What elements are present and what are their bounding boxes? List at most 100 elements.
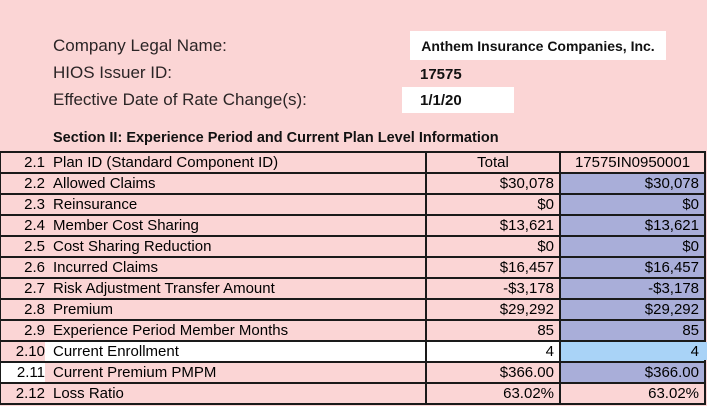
- row-number: 2.8: [2, 301, 45, 318]
- total-cell[interactable]: $16,457: [425, 256, 561, 279]
- row-number: 2.9: [2, 322, 45, 339]
- row-label-cell[interactable]: 2.12 Loss Ratio: [0, 382, 427, 405]
- table-row: 2.2 Allowed Claims $30,078 $30,078: [0, 172, 706, 195]
- plan-value: $366.00: [644, 364, 699, 381]
- company-legal-name-label: Company Legal Name:: [53, 36, 227, 55]
- total-value: -$3,178: [503, 280, 554, 297]
- row-label: Allowed Claims: [53, 175, 156, 192]
- plan-value: $30,078: [644, 175, 699, 192]
- row-label: Current Enrollment: [53, 343, 179, 360]
- row-label-cell[interactable]: 2.3 Reinsurance: [0, 193, 427, 216]
- company-legal-name-value[interactable]: Anthem Insurance Companies, Inc.: [410, 31, 666, 60]
- section-title: Section II: Experience Period and Curren…: [53, 130, 499, 146]
- total-value: $29,292: [499, 301, 554, 318]
- table-row: 2.5 Cost Sharing Reduction $0 $0: [0, 235, 706, 258]
- row-label: Current Premium PMPM: [53, 364, 217, 381]
- rate-table-body: 2.1 Plan ID (Standard Component ID) Tota…: [0, 151, 706, 405]
- total-cell[interactable]: $29,292: [425, 298, 561, 321]
- total-cell[interactable]: $30,078: [425, 172, 561, 195]
- total-value: 85: [537, 322, 554, 339]
- row-label-cell[interactable]: 2.7 Risk Adjustment Transfer Amount: [0, 277, 427, 300]
- plan-value: $13,621: [644, 217, 699, 234]
- row-number: 2.6: [2, 259, 45, 276]
- table-row: 2.8 Premium $29,292 $29,292: [0, 298, 706, 321]
- plan-value: $29,292: [644, 301, 699, 318]
- row-number: 2.11: [2, 364, 45, 381]
- row-number: 2.1: [2, 154, 45, 171]
- table-row: 2.3 Reinsurance $0 $0: [0, 193, 706, 216]
- row-label-cell[interactable]: 2.8 Premium: [0, 298, 427, 321]
- row-label-cell[interactable]: 2.2 Allowed Claims: [0, 172, 427, 195]
- plan-value: 17575IN0950001: [574, 154, 691, 171]
- total-cell[interactable]: Total: [425, 151, 561, 174]
- row-label: Incurred Claims: [53, 259, 159, 276]
- row-number: 2.4: [2, 217, 45, 234]
- row-label: Member Cost Sharing: [53, 217, 199, 234]
- row-label-cell[interactable]: 2.1 Plan ID (Standard Component ID): [0, 151, 427, 174]
- row-label-cell[interactable]: 2.4 Member Cost Sharing: [0, 214, 427, 237]
- total-value: $16,457: [499, 259, 554, 276]
- plan-cell[interactable]: -$3,178: [559, 277, 706, 300]
- plan-cell[interactable]: 17575IN0950001: [559, 151, 706, 174]
- hios-issuer-id-value[interactable]: 17575: [420, 65, 462, 83]
- total-cell[interactable]: 63.02%: [425, 382, 561, 405]
- plan-value: 85: [682, 322, 699, 339]
- row-label: Reinsurance: [53, 196, 138, 213]
- selection-extension-strip: [699, 342, 707, 360]
- total-value: $0: [537, 196, 554, 213]
- total-value: 4: [545, 343, 554, 360]
- total-value: $366.00: [499, 364, 554, 381]
- total-cell[interactable]: $0: [425, 193, 561, 216]
- plan-cell[interactable]: $366.00: [559, 361, 706, 384]
- table-row: 2.11 Current Premium PMPM $366.00 $366.0…: [0, 361, 706, 384]
- plan-value: -$3,178: [648, 280, 699, 297]
- plan-cell[interactable]: 4: [559, 340, 706, 363]
- plan-value: 63.02%: [648, 385, 699, 402]
- table-row: 2.10 Current Enrollment 4 4: [0, 340, 706, 363]
- row-label-cell[interactable]: 2.6 Incurred Claims: [0, 256, 427, 279]
- row-number: 2.7: [2, 280, 45, 297]
- plan-cell[interactable]: $29,292: [559, 298, 706, 321]
- total-cell[interactable]: -$3,178: [425, 277, 561, 300]
- row-number: 2.10: [2, 343, 45, 360]
- row-label-cell[interactable]: 2.11 Current Premium PMPM: [0, 361, 427, 384]
- table-row: 2.6 Incurred Claims $16,457 $16,457: [0, 256, 706, 279]
- plan-cell[interactable]: $16,457: [559, 256, 706, 279]
- row-label: Cost Sharing Reduction: [53, 238, 212, 255]
- total-cell[interactable]: 4: [425, 340, 561, 363]
- plan-cell[interactable]: 85: [559, 319, 706, 342]
- hios-issuer-id-label: HIOS Issuer ID:: [53, 63, 173, 82]
- row-label-cell[interactable]: 2.9 Experience Period Member Months: [0, 319, 427, 342]
- effective-date-label: Effective Date of Rate Change(s):: [53, 90, 307, 109]
- plan-value: $0: [682, 238, 699, 255]
- plan-cell[interactable]: 63.02%: [559, 382, 706, 405]
- total-cell[interactable]: $0: [425, 235, 561, 258]
- experience-period-table: 2.1 Plan ID (Standard Component ID) Tota…: [0, 151, 706, 405]
- total-cell[interactable]: $366.00: [425, 361, 561, 384]
- row-label-cell[interactable]: 2.10 Current Enrollment: [0, 340, 427, 363]
- total-value: 63.02%: [503, 385, 554, 402]
- plan-cell[interactable]: $0: [559, 235, 706, 258]
- effective-date-value[interactable]: 1/1/20: [402, 87, 514, 113]
- total-value: Total: [477, 154, 509, 171]
- plan-cell[interactable]: $13,621: [559, 214, 706, 237]
- row-label: Plan ID (Standard Component ID): [53, 154, 279, 171]
- row-label: Experience Period Member Months: [53, 322, 289, 339]
- row-number: 2.5: [2, 238, 45, 255]
- plan-value: $0: [682, 196, 699, 213]
- row-label: Premium: [53, 301, 114, 318]
- row-number: 2.2: [2, 175, 45, 192]
- row-label: Risk Adjustment Transfer Amount: [53, 280, 275, 297]
- row-label: Loss Ratio: [53, 385, 124, 402]
- plan-cell[interactable]: $30,078: [559, 172, 706, 195]
- table-row: 2.12 Loss Ratio 63.02% 63.02%: [0, 382, 706, 405]
- total-cell[interactable]: $13,621: [425, 214, 561, 237]
- row-label-cell[interactable]: 2.5 Cost Sharing Reduction: [0, 235, 427, 258]
- table-row: 2.7 Risk Adjustment Transfer Amount -$3,…: [0, 277, 706, 300]
- row-number: 2.3: [2, 196, 45, 213]
- total-value: $0: [537, 238, 554, 255]
- plan-cell[interactable]: $0: [559, 193, 706, 216]
- plan-value: $16,457: [644, 259, 699, 276]
- total-cell[interactable]: 85: [425, 319, 561, 342]
